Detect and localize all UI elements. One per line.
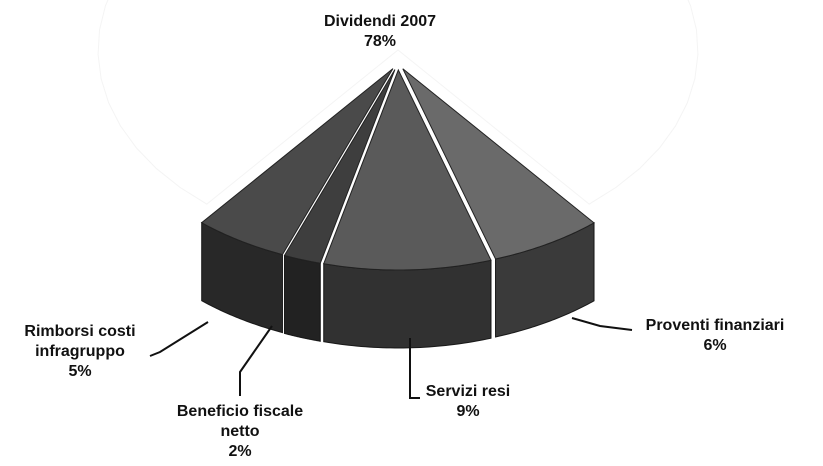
pie-slice	[200, 68, 394, 256]
leader-lines	[149, 317, 633, 399]
slice-label: Dividendi 2007 78%	[323, 13, 437, 50]
pie-slice	[97, 0, 699, 205]
pie-slice	[402, 68, 595, 260]
slice-label: Beneficio fiscale netto 2%	[176, 403, 304, 460]
leader-line	[149, 321, 209, 357]
pie-slice	[323, 68, 492, 271]
slices	[97, 0, 699, 349]
slice-label: Proventi finanziari 6%	[645, 317, 785, 354]
pie-slice	[283, 69, 396, 264]
leader-line	[239, 325, 273, 396]
slice-label: Rimborsi costi infragruppo 5%	[24, 323, 136, 380]
slice-side-shade	[201, 222, 283, 333]
leader-line	[409, 338, 420, 399]
slice-side-shade	[323, 260, 492, 348]
leader-line	[571, 317, 633, 331]
slice-label: Servizi resi 9%	[425, 383, 511, 420]
slice-side-shade	[284, 255, 321, 342]
slice-side-shade	[495, 222, 595, 337]
